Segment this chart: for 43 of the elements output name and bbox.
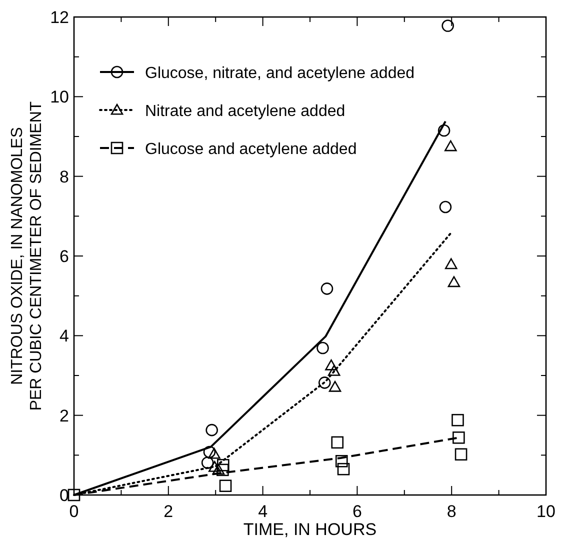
point	[439, 200, 452, 214]
legend-label: Nitrate and acetylene added	[145, 103, 346, 120]
point	[216, 464, 229, 476]
legend-label: Glucose, nitrate, and acetylene added	[145, 65, 415, 82]
point	[206, 424, 218, 436]
point	[331, 436, 344, 449]
x-tick-label: 8	[446, 502, 456, 521]
x-axis-title: TIME, IN HOURS	[243, 520, 377, 538]
point	[219, 480, 232, 492]
point	[212, 464, 225, 475]
point	[328, 364, 340, 376]
point	[328, 380, 342, 392]
y-tick-label: 2	[60, 406, 69, 426]
point	[452, 431, 465, 444]
point	[325, 359, 338, 370]
point	[448, 276, 460, 288]
point	[454, 448, 468, 461]
point	[442, 20, 454, 32]
x-tick-label: 2	[164, 502, 174, 521]
y-tick-label: 6	[60, 247, 69, 266]
point	[208, 460, 221, 472]
point	[444, 258, 458, 270]
y-tick-label: 12	[50, 8, 69, 27]
point	[320, 282, 334, 295]
point	[68, 488, 80, 502]
y-tick-label: 10	[50, 88, 69, 107]
point	[208, 448, 220, 459]
y-tick-label: 8	[60, 167, 69, 186]
point	[318, 376, 331, 389]
point	[335, 454, 348, 468]
y-tick-label: 4	[60, 326, 69, 346]
legend-label: Glucose and acetylene added	[145, 141, 357, 158]
point	[438, 124, 450, 137]
point	[337, 462, 350, 476]
point	[316, 342, 329, 354]
point	[217, 458, 230, 472]
x-tick-label: 4	[258, 502, 268, 521]
x-tick-label: 10	[536, 502, 556, 521]
y-axis-title: NITROUS OXIDE, IN NANOMOLES PER CUBIC CENTIMETER OF SEDIMENT	[9, 101, 45, 411]
x-tick-label: 6	[352, 502, 362, 521]
y-tick-label: 0	[60, 486, 69, 505]
point	[444, 140, 457, 152]
point	[452, 414, 464, 426]
